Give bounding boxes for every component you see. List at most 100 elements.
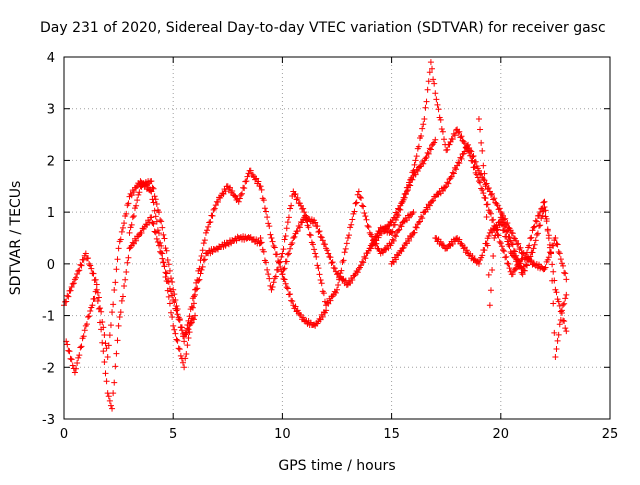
sat-b-point <box>113 350 120 357</box>
sat-e-point <box>432 136 439 143</box>
sat-g-point <box>449 169 456 176</box>
sat-c-point <box>196 265 203 272</box>
sat-f-point <box>404 184 411 191</box>
sat-i-point <box>478 139 485 146</box>
sat-f-point <box>496 238 503 245</box>
sat-h-point <box>475 260 482 267</box>
sat-f-point <box>432 90 439 97</box>
sat-i-point <box>485 271 492 278</box>
sat-f-point <box>408 174 415 181</box>
sat-e-point <box>328 260 335 267</box>
sat-a-point <box>257 240 264 247</box>
sat-g-point <box>465 141 472 148</box>
sat-c-point <box>198 252 205 259</box>
sat-f-point <box>504 260 511 267</box>
sat-g-point <box>496 205 503 212</box>
sat-a-point <box>199 263 206 270</box>
sat-a-point <box>128 192 135 199</box>
sat-e-point <box>426 145 433 152</box>
sat-f-point <box>370 237 377 244</box>
sat-d-point <box>283 225 290 232</box>
sat-d-point <box>288 202 295 209</box>
sat-d-point <box>293 196 300 203</box>
sat-c-point <box>264 214 271 221</box>
sat-e-point <box>424 149 431 156</box>
sat-c-point <box>247 167 254 174</box>
sat-i-point <box>553 345 560 352</box>
sat-d-point <box>341 249 348 256</box>
sat-h-point <box>506 243 513 250</box>
sat-i-point <box>513 252 520 259</box>
sat-d-point <box>349 216 356 223</box>
sat-c-point <box>199 247 206 254</box>
sat-c-point <box>181 338 188 345</box>
sat-i-point <box>533 231 540 238</box>
sat-b-point <box>106 397 113 404</box>
sat-i-point <box>531 241 538 248</box>
sat-d-point <box>263 259 270 266</box>
sat-c-point <box>128 221 135 228</box>
sat-c-point <box>207 218 214 225</box>
sat-f-point <box>433 96 440 103</box>
sat-e-point <box>291 233 298 240</box>
sat-f-point <box>478 185 485 192</box>
sat-f-point <box>457 134 464 141</box>
sat-e-point <box>296 224 303 231</box>
sat-b-point <box>174 311 181 318</box>
sat-g-point <box>555 249 562 256</box>
sat-c-point <box>236 195 243 202</box>
sat-a-point <box>156 230 163 237</box>
sat-d-point <box>361 210 368 217</box>
sat-c-point <box>270 243 277 250</box>
sat-i-point <box>483 213 490 220</box>
sat-h-point <box>526 242 533 249</box>
sat-i-point <box>557 316 564 323</box>
sat-g-point <box>413 224 420 231</box>
sat-h-point <box>553 289 560 296</box>
sat-f-point <box>505 261 512 268</box>
sat-c-point <box>261 205 268 212</box>
sat-e-point <box>349 276 356 283</box>
sat-d-point <box>282 233 289 240</box>
sat-c-point <box>211 205 218 212</box>
sat-b-point <box>89 302 96 309</box>
sat-h-point <box>531 223 538 230</box>
sat-c-point <box>161 235 168 242</box>
sat-d-point <box>346 232 353 239</box>
sat-c-point <box>258 186 265 193</box>
sat-a-point <box>80 256 87 263</box>
sat-c-point <box>194 277 201 284</box>
sat-d-point <box>351 208 358 215</box>
sat-c-point <box>159 224 166 231</box>
sat-e-point <box>422 155 429 162</box>
sat-c-point <box>231 192 238 199</box>
y-axis-label: SDTVAR / TECUs <box>8 181 24 296</box>
sat-a-point <box>151 207 158 214</box>
sat-i-point <box>539 212 546 219</box>
sat-c-point <box>241 185 248 192</box>
sat-f-point <box>439 128 446 135</box>
sat-i-point <box>502 223 509 230</box>
sat-a-point <box>119 224 126 231</box>
sat-i-point <box>509 241 516 248</box>
sat-b-point <box>64 341 71 348</box>
sat-f-point <box>511 266 518 273</box>
sat-c-point <box>136 189 143 196</box>
sat-e-point <box>315 229 322 236</box>
sat-a-point <box>87 262 94 269</box>
sat-e-point <box>347 280 354 287</box>
sat-i-point <box>492 232 499 239</box>
sat-i-point <box>481 170 488 177</box>
sat-a-point <box>101 332 108 339</box>
sat-a-point <box>73 274 80 281</box>
sat-f-point <box>451 132 458 139</box>
sat-b-point <box>185 326 192 333</box>
sat-c-point <box>289 298 296 305</box>
sat-f-point <box>425 78 432 85</box>
sat-g-point <box>554 241 561 248</box>
sat-i-point <box>529 249 536 256</box>
sat-h-point <box>563 328 570 335</box>
sat-b-point <box>105 393 112 400</box>
sat-c-point <box>168 275 175 282</box>
y-tick-label: -2 <box>42 361 55 376</box>
